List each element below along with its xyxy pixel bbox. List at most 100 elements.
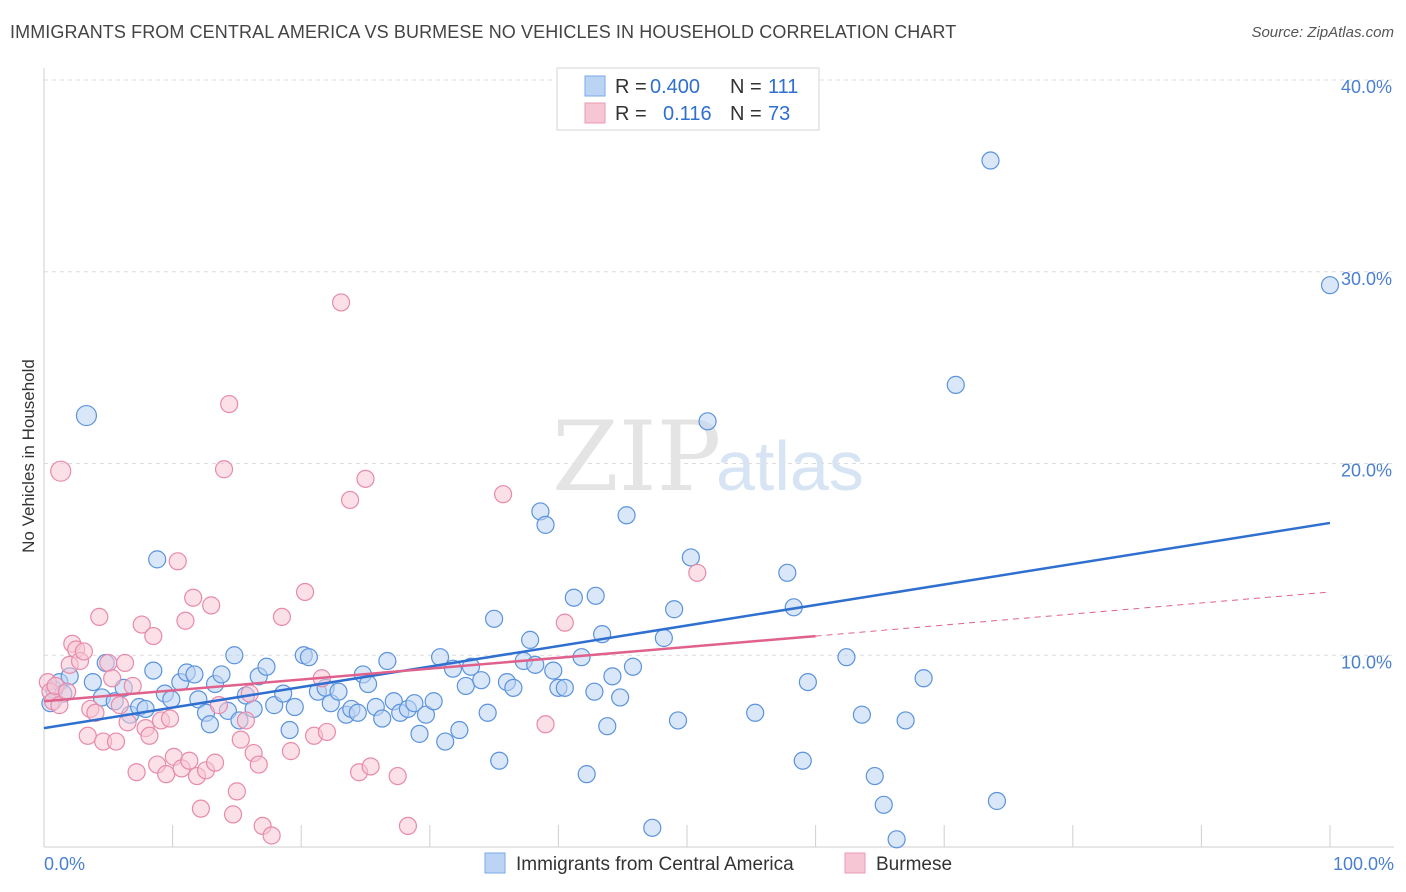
point-central-america [837,648,856,667]
watermark-zip: ZIP [552,401,721,513]
point-central-america [585,682,604,701]
trend-line-central-america [43,521,1331,730]
point-burmese [555,613,574,632]
point-central-america [136,699,155,719]
point-central-america [299,648,319,667]
point-central-america [521,630,540,650]
point-central-america [914,669,933,688]
point-central-america [887,830,906,849]
point-burmese [688,563,707,582]
legend-r-value: 0.116 [663,103,712,125]
point-burmese [317,722,337,742]
point-burmese [231,730,250,749]
point-central-america [144,661,163,680]
point-central-america [472,671,491,690]
point-central-america [946,375,965,394]
point-central-america [617,506,636,525]
point-central-america [544,661,563,680]
point-central-america [348,703,367,722]
legend-n-value: 111 [768,76,798,98]
point-central-america [456,676,475,696]
point-central-america [83,672,102,692]
point-burmese [78,726,97,745]
x-axis-ticks [172,825,1331,847]
point-central-america [75,404,98,427]
point-burmese [74,642,93,661]
point-burmese [295,582,315,602]
y-tick-label: 30.0% [1341,269,1392,289]
x-tick-label-min: 0.0% [44,854,85,874]
point-burmese [227,782,246,801]
point-central-america [405,694,424,713]
point-central-america [793,751,812,770]
point-central-america [852,705,871,724]
point-burmese [132,615,151,634]
data-points [38,151,1340,849]
point-central-america [212,665,231,684]
legend-bottom-swatch-blue [484,852,506,874]
point-central-america [416,705,436,724]
y-axis-tick-labels: 10.0% 20.0% 30.0% 40.0% [1341,77,1392,672]
point-central-america [598,717,617,736]
point-burmese [157,765,176,784]
point-central-america [148,550,167,569]
y-tick-label: 20.0% [1341,461,1392,481]
point-burmese [536,715,555,734]
point-central-america [981,151,1000,170]
point-burmese [90,607,109,627]
point-burmese [168,552,187,571]
legend-swatch-blue [584,75,606,97]
point-central-america [874,795,893,814]
point-burmese [123,676,142,696]
legend-swatch-pink [584,102,606,124]
point-central-america [681,548,700,567]
point-burmese [223,805,243,824]
point-burmese [236,711,256,730]
point-burmese [249,755,268,774]
point-burmese [205,753,225,772]
point-central-america [200,715,219,734]
point-burmese [202,596,221,615]
point-burmese [191,799,210,818]
legend-r-value: 0.400 [650,76,700,98]
point-central-america [896,711,915,730]
point-central-america [643,818,662,837]
point-burmese [180,751,199,770]
point-central-america [410,724,429,743]
point-central-america [746,703,765,722]
point-central-america [162,690,181,709]
point-burmese [398,816,418,836]
point-burmese [140,726,159,745]
point-central-america [225,646,244,665]
point-burmese [331,293,351,312]
point-central-america [654,628,673,648]
legend-bottom-swatch-pink [844,852,866,874]
point-central-america [623,657,643,676]
legend-r-label: R = [615,103,652,125]
y-tick-label: 40.0% [1341,77,1392,97]
point-burmese [356,469,375,488]
point-burmese [176,611,195,630]
point-burmese [160,709,180,728]
point-central-america [798,672,817,692]
chart-title: IMMIGRANTS FROM CENTRAL AMERICA VS BURME… [10,22,957,42]
point-burmese [361,757,380,776]
point-central-america [257,657,276,676]
point-central-america [586,586,605,605]
point-central-america [611,688,630,707]
y-axis-label: No Vehicles in Household [19,359,38,553]
point-central-america [1320,276,1340,295]
point-central-america [450,720,469,740]
point-burmese [220,394,239,414]
point-burmese [281,742,301,761]
legend-bottom-label-blue: Immigrants from Central America [516,854,794,875]
legend-n-value: 73 [768,103,790,125]
point-central-america [485,609,504,628]
point-central-america [665,600,684,619]
x-tick-label-max: 100.0% [1333,854,1394,874]
point-central-america [280,720,299,740]
point-central-america [987,791,1007,811]
point-burmese [272,607,292,627]
point-central-america [603,667,622,686]
